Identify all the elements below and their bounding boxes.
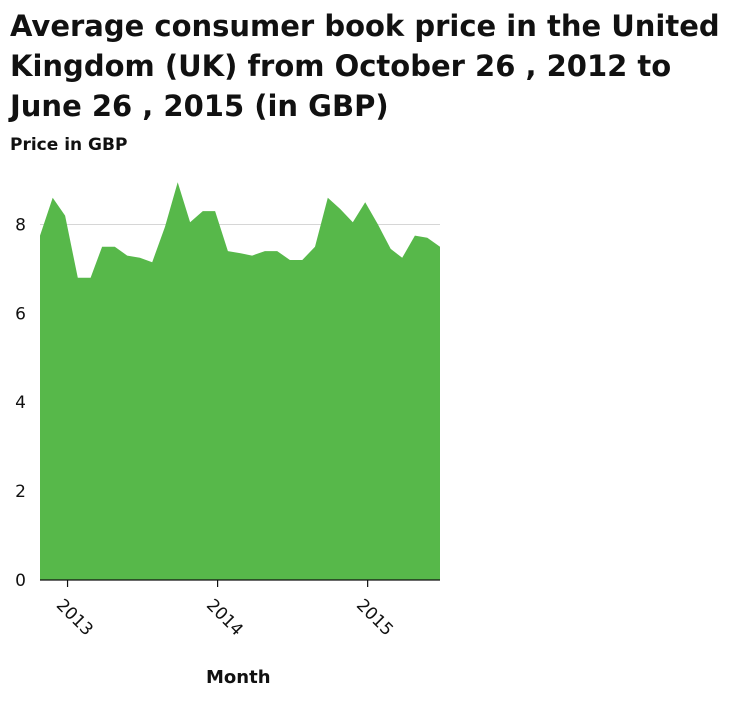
y-tick-label: 6 xyxy=(15,304,26,324)
y-axis-label: Price in GBP xyxy=(10,135,128,155)
x-tick-labels: 2013 2014 2015 xyxy=(52,580,397,640)
x-tick-label: 2013 xyxy=(52,595,97,640)
y-tick-label: 0 xyxy=(15,571,26,591)
y-tick-label: 2 xyxy=(15,482,26,502)
area-series xyxy=(40,182,440,580)
y-tick-labels: 0 2 4 6 8 xyxy=(15,215,26,591)
y-tick-label: 4 xyxy=(15,393,26,413)
y-tick-label: 8 xyxy=(15,215,26,235)
x-tick-label: 2015 xyxy=(352,595,397,640)
chart-title: Average consumer book price in the Unite… xyxy=(10,9,720,123)
x-tick-label: 2014 xyxy=(202,595,247,640)
x-axis-label: Month xyxy=(206,667,271,688)
